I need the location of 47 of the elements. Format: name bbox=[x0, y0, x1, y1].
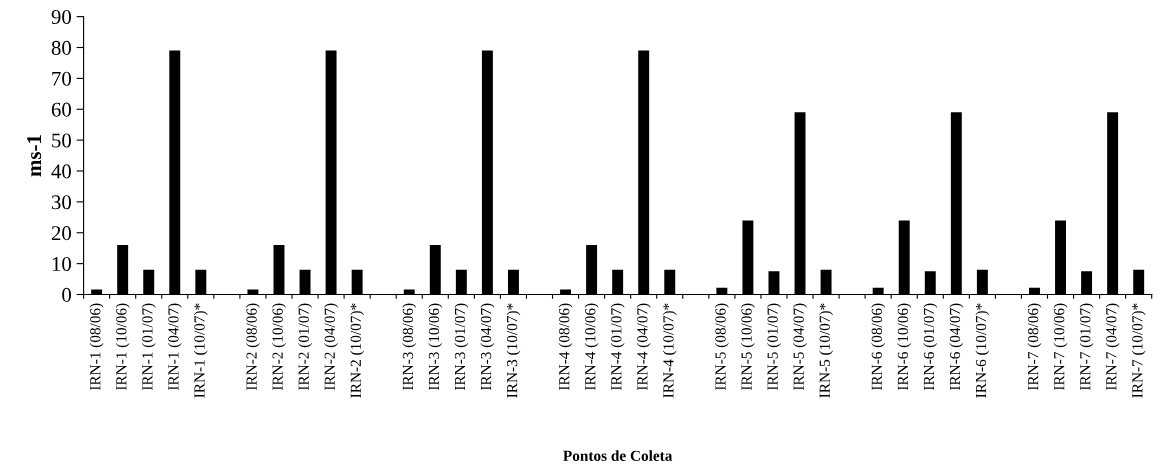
x-tick-label: IRN-6 (01/07) bbox=[923, 303, 938, 391]
x-tick-label: IRN-7 (10/06) bbox=[1053, 303, 1068, 391]
y-axis-title: ms-1 bbox=[27, 135, 42, 177]
x-tick-label: IRN-2 (04/07) bbox=[324, 303, 339, 391]
x-tick-label: IRN-1 (04/07) bbox=[167, 303, 182, 391]
x-tick-label: IRN-6 (10/06) bbox=[897, 303, 912, 391]
y-tick-label: 10 bbox=[52, 257, 71, 272]
x-tick-label: IRN-3 (08/06) bbox=[402, 303, 417, 391]
x-tick-label: IRN-2 (10/07)* bbox=[350, 303, 365, 398]
x-tick-label: IRN-6 (10/07)* bbox=[975, 303, 990, 398]
y-tick-label: 70 bbox=[52, 71, 71, 86]
x-tick-label: IRN-4 (10/06) bbox=[584, 303, 599, 391]
x-tick-label: IRN-5 (01/07) bbox=[767, 303, 781, 391]
x-tick-label: IRN-6 (04/07) bbox=[949, 303, 964, 391]
x-axis-title: Pontos de Coleta bbox=[563, 450, 673, 461]
x-tick-label: IRN-1 (10/07)* bbox=[193, 303, 208, 398]
y-tick-label: 0 bbox=[62, 287, 71, 302]
y-tick-label: 50 bbox=[52, 133, 71, 148]
y-tick-label: 30 bbox=[51, 195, 71, 210]
x-tick-label: IRN-2 (08/06) bbox=[246, 303, 260, 391]
x-tick-label: IRN-7 (08/06) bbox=[1027, 303, 1042, 391]
x-tick-label: IRN-7 (10/07)* bbox=[1131, 303, 1146, 398]
x-tick-label: IRN-1 (08/06) bbox=[89, 303, 104, 391]
x-tick-label: IRN-1 (10/06) bbox=[115, 303, 130, 391]
x-tick-label: IRN-5 (10/07)* bbox=[819, 303, 833, 398]
x-tick-label: IRN-3 (04/07) bbox=[480, 303, 495, 391]
y-tick-label: 20 bbox=[51, 226, 71, 241]
x-tick-label: IRN-3 (01/07) bbox=[454, 303, 469, 391]
y-tick-label: 40 bbox=[51, 164, 71, 179]
x-tick-label: IRN-7 (01/07) bbox=[1079, 303, 1094, 391]
y-tick-label: 60 bbox=[51, 102, 71, 117]
x-tick-label: IRN-1 (01/07) bbox=[141, 303, 156, 391]
x-tick-label: IRN-5 (08/06) bbox=[714, 303, 729, 391]
x-tick-label: IRN-2 (10/06) bbox=[272, 303, 286, 391]
x-tick-label: IRN-5 (10/06) bbox=[740, 303, 755, 391]
x-tick-label: IRN-5 (04/07) bbox=[793, 303, 807, 391]
x-tick-label: IRN-3 (10/06) bbox=[428, 303, 443, 391]
x-tick-label: IRN-2 (01/07) bbox=[298, 303, 312, 391]
x-tick-label: IRN-7 (04/07) bbox=[1105, 303, 1120, 391]
x-tick-label: IRN-6 (08/06) bbox=[871, 303, 886, 391]
x-tick-label: IRN-4 (01/07) bbox=[610, 303, 625, 391]
x-tick-label: IRN-4 (08/06) bbox=[558, 303, 573, 391]
x-tick-label: IRN-4 (10/07)* bbox=[662, 303, 677, 398]
x-tick-label: IRN-4 (04/07) bbox=[636, 303, 651, 391]
x-tick-label: IRN-3 (10/07)* bbox=[506, 303, 521, 398]
y-tick-label: 90 bbox=[51, 10, 71, 25]
y-tick-label: 80 bbox=[51, 40, 71, 55]
